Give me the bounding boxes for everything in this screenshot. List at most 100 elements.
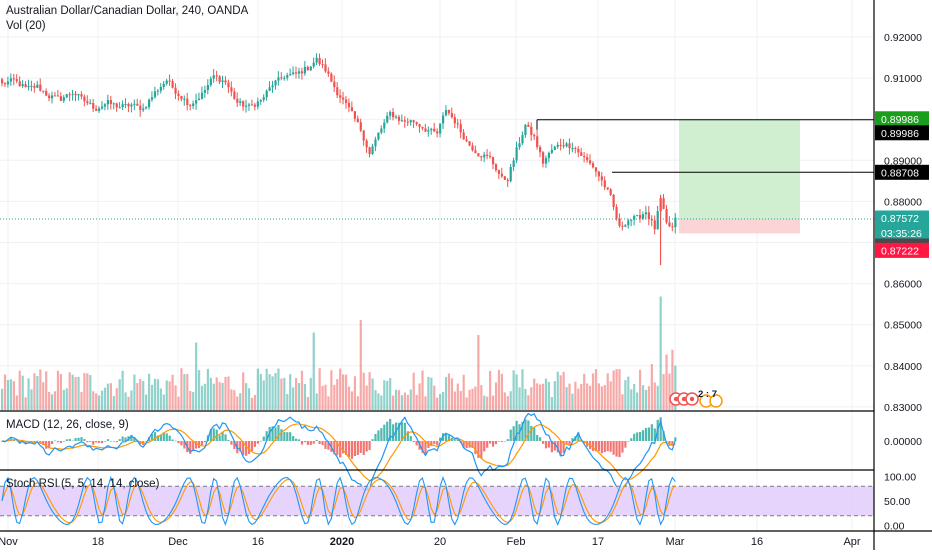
volume-bar bbox=[377, 393, 380, 410]
volume-bar bbox=[224, 376, 227, 410]
volume-bar bbox=[618, 369, 621, 410]
candle-body bbox=[303, 66, 307, 74]
candle-body bbox=[653, 220, 656, 230]
candle-body bbox=[39, 84, 42, 91]
macd-histogram-bar bbox=[603, 441, 606, 453]
candle-body bbox=[286, 75, 289, 78]
macd-histogram-bar bbox=[383, 424, 386, 441]
macd-histogram-bar bbox=[547, 441, 551, 448]
volume-bar bbox=[109, 383, 112, 410]
macd-histogram-bar bbox=[86, 441, 89, 443]
candle-body bbox=[342, 97, 345, 100]
horizontal-lines[interactable] bbox=[536, 119, 874, 173]
volume-bar bbox=[321, 385, 324, 410]
macd-histogram-bar bbox=[647, 427, 650, 441]
volume-bar bbox=[521, 369, 524, 410]
macd-histogram-bar bbox=[397, 422, 401, 441]
candle-body bbox=[539, 147, 542, 153]
macd-histogram-bar bbox=[453, 440, 456, 441]
volume-bar bbox=[424, 396, 427, 410]
macd-histogram-bar bbox=[380, 428, 383, 441]
volume-bar bbox=[197, 370, 201, 410]
macd-line bbox=[1, 412, 676, 493]
macd-histogram-bar bbox=[539, 437, 542, 441]
volume-bar bbox=[489, 371, 492, 410]
macd-histogram-bar bbox=[509, 429, 512, 441]
volume-bar bbox=[274, 373, 277, 410]
macd-histogram-bar bbox=[324, 441, 327, 450]
macd-histogram-bar bbox=[671, 441, 674, 446]
macd-histogram-bar bbox=[377, 430, 380, 441]
volume-bar bbox=[368, 372, 371, 410]
candle-body bbox=[559, 144, 562, 146]
candle-body bbox=[259, 99, 262, 102]
candle-body bbox=[92, 102, 95, 109]
volume-bar bbox=[442, 392, 445, 410]
volume-bar bbox=[462, 374, 465, 410]
macd-histogram-bar bbox=[209, 429, 212, 441]
candle-body bbox=[333, 81, 336, 88]
candle-body bbox=[583, 155, 586, 158]
chart-title[interactable]: Australian Dollar/Canadian Dollar, 240, … bbox=[6, 5, 249, 17]
volume-bar bbox=[324, 384, 327, 410]
candle-body bbox=[230, 87, 233, 92]
price-axis[interactable]: 0.920000.910000.900000.890000.880000.870… bbox=[873, 0, 932, 550]
candle-body bbox=[168, 80, 171, 82]
candle-body bbox=[406, 121, 409, 123]
volume-bar bbox=[418, 383, 421, 410]
candle-body bbox=[359, 122, 362, 131]
stop-loss-zone bbox=[679, 218, 800, 234]
candle-body bbox=[271, 85, 274, 88]
candle-body bbox=[295, 72, 298, 74]
volume-bar bbox=[86, 373, 89, 410]
macd-histogram-bar bbox=[477, 441, 480, 458]
candle-body bbox=[18, 81, 21, 87]
macd-histogram-bar bbox=[536, 435, 539, 441]
volume-bar bbox=[1, 388, 4, 410]
macd-histogram-bar bbox=[36, 440, 39, 442]
macd-histogram-bar bbox=[250, 441, 254, 451]
candle-body bbox=[321, 64, 324, 66]
price-tick-label: 0.91000 bbox=[884, 73, 922, 85]
candle-body bbox=[453, 117, 456, 124]
price-axis-bg bbox=[874, 0, 932, 550]
volume-bar bbox=[315, 393, 318, 410]
volume-bar bbox=[392, 395, 395, 410]
macd-histogram-bar bbox=[145, 441, 148, 442]
volume-bar bbox=[309, 377, 312, 410]
event-markers[interactable]: 2 : 7 bbox=[669, 389, 723, 408]
candle-body bbox=[89, 102, 92, 104]
candle-body bbox=[195, 100, 198, 104]
volume-bar bbox=[524, 388, 527, 410]
macd-histogram-bar bbox=[641, 430, 645, 441]
macd-histogram-bar bbox=[56, 441, 60, 443]
volume-bar bbox=[71, 374, 74, 410]
volume-bar bbox=[553, 381, 556, 410]
volume-bar bbox=[515, 374, 518, 410]
long-position-tool[interactable] bbox=[0, 119, 874, 234]
volume-bar bbox=[353, 376, 356, 410]
macd-histogram-bar bbox=[312, 441, 315, 444]
macd-histogram-bar bbox=[15, 440, 18, 442]
macd-histogram-bar bbox=[306, 441, 309, 445]
candle-body bbox=[397, 116, 401, 121]
time-axis[interactable]: Nov 18 Dec 16 2020 20 Feb 17 Mar 16 Apr bbox=[0, 530, 932, 548]
volume-bar bbox=[9, 379, 13, 410]
candle-body bbox=[33, 85, 36, 88]
macd-legend[interactable]: MACD (12, 26, close, 9) bbox=[6, 419, 129, 431]
volume-bar bbox=[68, 372, 71, 410]
volume-legend[interactable]: Vol (20) bbox=[6, 20, 46, 32]
macd-histogram-bar bbox=[180, 441, 183, 446]
volume-bar bbox=[330, 370, 333, 410]
macd-histogram-bar bbox=[533, 427, 536, 441]
event-marker-icon[interactable] bbox=[709, 394, 723, 408]
current-price-label: 0.87572 bbox=[875, 210, 929, 226]
macd-histogram-bar bbox=[624, 441, 627, 448]
stoch-rsi-legend[interactable]: Stoch RSI (5, 5, 14, 14, close) bbox=[6, 478, 160, 490]
candle-body bbox=[297, 71, 301, 74]
macd-histogram-bar bbox=[444, 432, 448, 441]
macd-histogram-bar bbox=[98, 441, 101, 443]
candle-body bbox=[562, 145, 565, 147]
